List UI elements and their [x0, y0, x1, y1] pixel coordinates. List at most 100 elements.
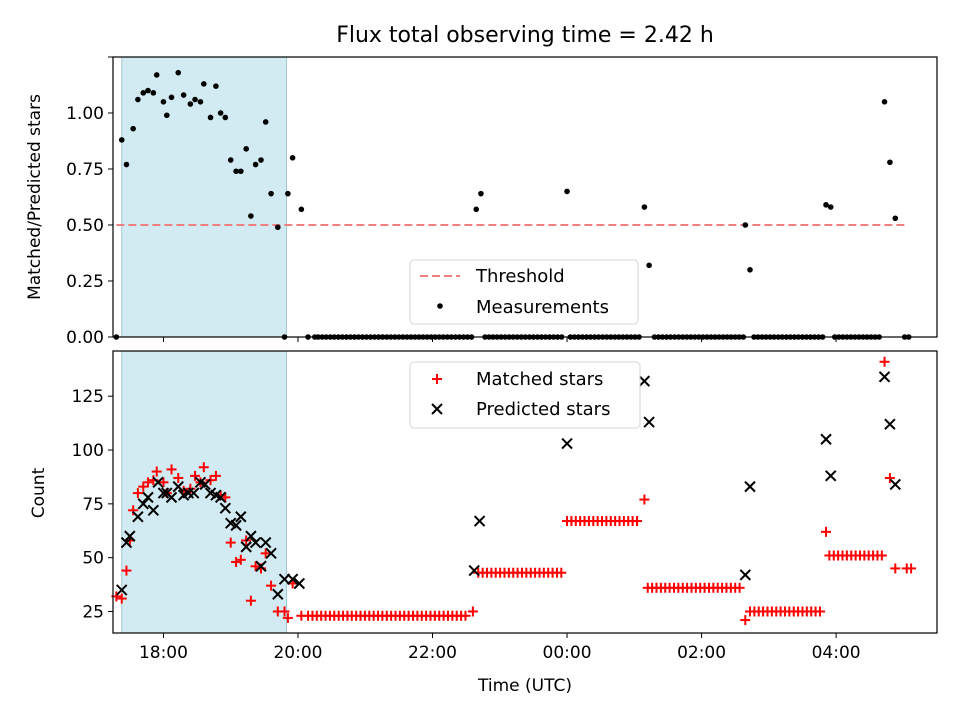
legend-box — [409, 259, 639, 325]
predicted-star-point — [142, 491, 154, 504]
matched-star-point — [210, 470, 221, 481]
measurement-point — [892, 215, 899, 222]
measurement-point — [153, 72, 160, 78]
predicted-star-point — [293, 577, 306, 590]
predicted-star-point — [219, 502, 232, 514]
legend-matched-swatch — [432, 374, 442, 384]
measurement-point — [641, 204, 648, 210]
predicted-star-point-b — [272, 588, 284, 600]
predicted-star-point — [235, 511, 247, 523]
predicted-star-point — [245, 530, 257, 542]
measurement-point — [207, 114, 214, 121]
predicted-star-point-b — [739, 569, 752, 581]
predicted-star-point — [561, 437, 573, 450]
measurement-point — [140, 90, 147, 96]
predicted-star-point-b — [235, 511, 247, 523]
matched-star-point — [225, 537, 236, 548]
matched-star-point — [235, 554, 246, 565]
predicted-star-point-b — [116, 584, 128, 596]
x-axis-label: Time (UTC) — [477, 676, 572, 696]
measurement-point — [135, 96, 141, 103]
measurement-point — [289, 155, 296, 161]
predicted-star-point — [884, 418, 896, 430]
predicted-star-point — [165, 491, 178, 504]
matched-star-point — [173, 473, 184, 484]
measurement-point — [646, 262, 652, 269]
y-tick-label: 0.00 — [66, 328, 104, 348]
legend-measurements-label: Measurements — [476, 297, 609, 318]
measurement-point — [473, 206, 480, 213]
matched-star-point — [556, 567, 567, 578]
legend-threshold-label: Threshold — [475, 266, 565, 287]
predicted-star-point — [132, 511, 144, 523]
y-tick-label: 1.00 — [66, 104, 104, 124]
predicted-star-point — [188, 487, 200, 499]
predicted-star-point — [265, 547, 277, 560]
measurement-point — [213, 83, 219, 89]
x-tick-label: 18:00 — [139, 643, 188, 663]
predicted-star-point-b — [473, 515, 486, 527]
matched-star-point — [121, 565, 132, 576]
measurement-point — [298, 206, 305, 213]
predicted-star-point — [643, 416, 655, 428]
plot-area: 0.00 0.25 0.50 0.75 1.00 — [66, 56, 938, 348]
matched-star-point — [245, 595, 256, 606]
predicted-star-point-b — [468, 564, 480, 577]
predicted-star-point-b — [157, 487, 170, 499]
measurement-point — [262, 119, 269, 125]
x-tick-label: 20:00 — [273, 643, 322, 663]
y-axis-label: Matched/Predicted stars — [25, 94, 45, 300]
legend-predicted-swatch — [431, 403, 443, 415]
predicted-star-point — [230, 519, 242, 532]
measurement-point — [164, 112, 170, 119]
predicted-star-point-b — [210, 489, 222, 501]
axes-frame — [112, 350, 938, 634]
predicted-star-point — [473, 515, 486, 527]
predicted-star-point — [820, 433, 832, 445]
predicted-star-point — [199, 478, 211, 491]
matched-star-point — [260, 548, 271, 559]
y-tick-label: 75 — [82, 495, 104, 515]
measurement-point — [168, 94, 175, 101]
x-tick-label: 00:00 — [543, 643, 592, 663]
predicted-star-point-b — [878, 371, 891, 383]
matched-star-point — [250, 561, 261, 572]
matched-star-point — [884, 473, 895, 484]
measurement-point — [742, 222, 749, 228]
matched-star-point — [282, 612, 293, 623]
measurement-point — [222, 114, 229, 121]
matched-star-point — [814, 606, 825, 617]
measurement-point — [747, 267, 753, 273]
predicted-star-point-b — [137, 498, 149, 510]
predicted-star-point-b — [204, 487, 217, 499]
measurement-point — [192, 96, 198, 103]
predicted-star-point — [152, 476, 164, 489]
predicted-star-point — [739, 569, 752, 581]
predicted-star-point — [124, 530, 136, 542]
predicted-star-point — [744, 480, 756, 493]
measurement-point — [160, 99, 167, 105]
measurement-point — [564, 188, 570, 195]
measurement-point — [118, 137, 125, 143]
y-tick-label: 125 — [72, 387, 104, 407]
shaded-span — [121, 350, 288, 634]
matched-star-point — [132, 488, 143, 499]
matched-star-point — [151, 466, 162, 477]
predicted-star-point-b — [884, 418, 896, 430]
measurement-point — [238, 168, 244, 175]
measurement-point — [233, 168, 239, 175]
measurement-point — [175, 69, 182, 76]
matched-star-point — [158, 477, 169, 488]
measurement-point — [201, 81, 207, 87]
predicted-star-point — [272, 588, 284, 600]
measurement-point — [187, 101, 194, 107]
predicted-star-point-b — [825, 470, 837, 482]
y-tick-label: 0.25 — [66, 272, 104, 292]
matched-star-point — [734, 582, 745, 593]
y-tick-label: 0.75 — [66, 160, 104, 180]
matched-star-point — [266, 580, 277, 591]
plot-area: 25 50 75 100 125 18:00 20:00 22:00 00:00 02:00 04:… — [72, 350, 938, 663]
measurement-point — [268, 190, 274, 197]
predicted-star-point — [259, 536, 272, 549]
